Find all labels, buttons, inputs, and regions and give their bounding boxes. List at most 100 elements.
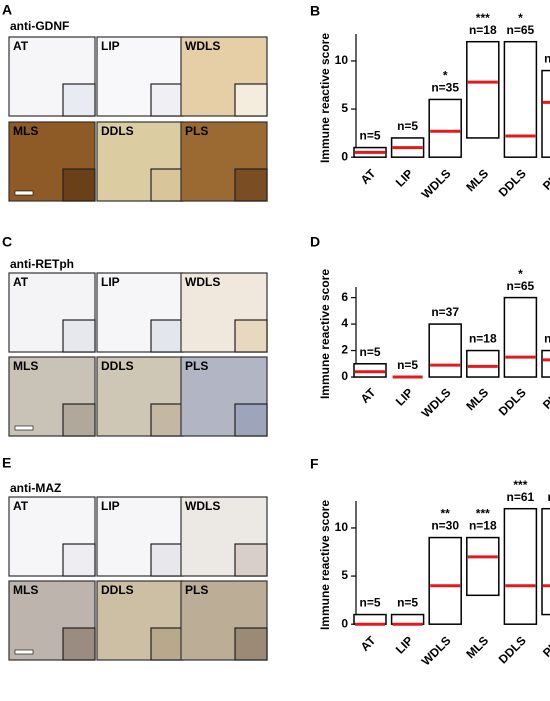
n-label: n=18 [469,23,497,37]
x-tick-label: WDLS [419,633,454,668]
panel-letter: D [310,234,320,250]
range-box [541,349,550,378]
tile-label: WDLS [185,499,220,513]
tile-label: PLS [185,124,208,138]
x-tick-label: LIP [393,385,416,408]
panel-letter: C [2,234,12,250]
tile-label: WDLS [185,275,220,289]
x-tick-label: PLS [540,166,550,192]
y-tick-label: 0 [341,369,348,383]
tile-label: DDLS [101,124,134,138]
n-label: n=5 [397,596,418,610]
significance: * [443,69,448,83]
y-tick-label: 2 [341,343,348,357]
x-tick-label: WDLS [419,166,454,201]
y-axis-title: Immune reactive score [318,33,332,163]
n-label: n=8 [547,490,550,504]
inset [62,168,96,202]
x-tick-label: WDLS [419,385,454,420]
y-tick-label: 0 [341,616,348,630]
panel-title: anti-RETph [10,257,74,271]
x-tick-label: MLS [463,633,491,661]
inset [62,627,96,661]
panel-letter: F [310,456,319,472]
inset [234,403,268,437]
panel-letter: B [310,3,320,19]
tile-label: WDLS [185,39,220,53]
inset [234,83,268,117]
inset [150,627,184,661]
n-label: n=30 [431,519,459,533]
x-tick-label: AT [358,385,379,406]
range-box [466,349,500,378]
tile-label: LIP [101,39,120,53]
inset [234,319,268,353]
n-label: n=18 [469,519,497,533]
range-box [466,40,500,139]
significance: *** [513,478,527,492]
panel-title: anti-GDNF [10,19,69,33]
n-label: n=37 [431,305,459,319]
inset [150,543,184,577]
significance: *** [476,11,490,25]
n-label: n=10 [544,52,550,66]
significance: *** [476,507,490,521]
tile-label: PLS [185,359,208,373]
tile-label: AT [13,275,29,289]
y-tick-label: 5 [341,101,348,115]
panel-letter: A [2,2,12,18]
y-axis-title: Immune reactive score [318,269,332,399]
range-box [541,69,550,158]
tile-label: AT [13,499,29,513]
range-box [503,507,538,625]
y-tick-label: 10 [335,53,349,67]
tile-label: MLS [13,359,38,373]
significance: * [518,267,523,281]
panel-letter: E [2,455,11,471]
tile-label: LIP [101,275,120,289]
tile-label: MLS [13,583,38,597]
n-label: n=18 [469,332,497,346]
inset [234,168,268,202]
x-tick-label: LIP [393,166,416,189]
x-tick-label: DDLS [496,633,529,666]
n-label: n=5 [359,345,380,359]
inset [234,627,268,661]
x-tick-label: LIP [393,633,416,656]
n-label: n=65 [507,279,535,293]
range-box [503,40,538,158]
n-label: n=5 [397,119,418,133]
x-tick-label: PLS [540,385,550,411]
significance: ** [441,507,451,521]
n-label: n=5 [397,358,418,372]
inset [62,319,96,353]
tile-label: DDLS [101,359,134,373]
x-tick-label: MLS [463,166,491,194]
n-label: n=10 [544,332,550,346]
inset [62,403,96,437]
tile-label: LIP [101,499,120,513]
inset [150,403,184,437]
tile-label: MLS [13,124,38,138]
y-tick-label: 10 [335,520,349,534]
inset [150,168,184,202]
inset [62,83,96,117]
y-tick-label: 5 [341,568,348,582]
inset [150,319,184,353]
y-tick-label: 0 [341,149,348,163]
range-box [428,98,462,158]
range-box [428,536,462,625]
x-tick-label: DDLS [496,166,529,199]
x-tick-label: AT [358,633,379,654]
tile-label: DDLS [101,583,134,597]
tile-label: AT [13,39,29,53]
x-tick-label: AT [358,166,379,187]
x-tick-label: DDLS [496,385,529,418]
y-tick-label: 6 [341,290,348,304]
x-tick-label: MLS [463,385,491,413]
n-label: n=61 [507,490,535,504]
inset [234,543,268,577]
y-axis-title: Immune reactive score [318,500,332,630]
n-label: n=35 [431,81,459,95]
